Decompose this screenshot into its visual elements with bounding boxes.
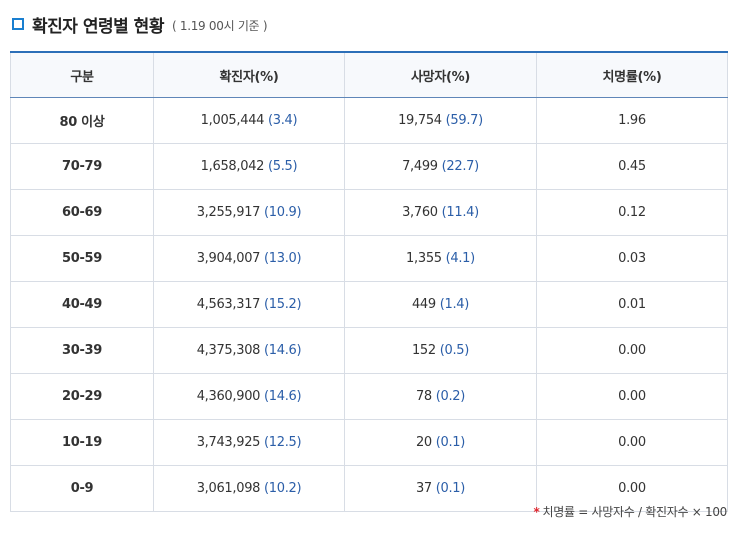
cases-percent: (13.0) [264,251,302,266]
deaths-percent: (11.4) [441,205,480,220]
deaths-cell: 3,760 (11.4) [344,189,537,236]
cases-percent: (5.5) [267,159,298,174]
cases-cell: 4,360,900 (14.6) [153,373,345,420]
fatality-rate-cell: 0.03 [536,235,728,282]
page-subtitle: ( 1.19 00시 기준 ) [171,18,268,33]
column-header-cases: 확진자(%) [153,51,345,98]
cases-percent: (10.2) [264,481,302,496]
deaths-value: 37 [415,481,432,496]
cases-cell: 3,061,098 (10.2) [153,465,345,512]
cases-value: 4,360,900 [196,389,261,404]
fatality-rate-cell: 1.96 [536,97,728,144]
deaths-percent: (59.7) [445,113,484,128]
cases-value: 4,375,308 [196,343,261,358]
deaths-cell: 449 (1.4) [344,281,537,328]
column-header-fatality-rate: 치명률(%) [536,51,728,98]
deaths-cell: 78 (0.2) [344,373,537,420]
cases-value: 4,563,317 [196,297,261,312]
cases-percent: (10.9) [264,205,302,220]
table-row: 0-9 3,061,098 (10.2) 37 (0.1) 0.00 [10,465,728,512]
age-group-cell: 60-69 [10,189,154,236]
deaths-percent: (0.5) [439,343,470,358]
fatality-rate-cell: 0.01 [536,281,728,328]
deaths-cell: 1,355 (4.1) [344,235,537,282]
footnote: * 치명률 = 사망자수 / 확진자수 × 100 [533,503,728,520]
table-row: 60-69 3,255,917 (10.9) 3,760 (11.4) 0.12 [10,189,728,236]
fatality-rate-cell: 0.00 [536,419,728,466]
age-group-cell: 0-9 [10,465,154,512]
deaths-percent: (1.4) [439,297,470,312]
deaths-value: 78 [415,389,432,404]
cases-cell: 3,743,925 (12.5) [153,419,345,466]
deaths-cell: 20 (0.1) [344,419,537,466]
page-title: 확진자 연령별 현황 [32,16,164,37]
cases-value: 3,061,098 [196,481,261,496]
table-row: 30-39 4,375,308 (14.6) 152 (0.5) 0.00 [10,327,728,374]
deaths-percent: (4.1) [445,251,476,266]
age-group-cell: 70-79 [10,143,154,190]
table-body: 80 이상 1,005,444 (3.4) 19,754 (59.7) 1.96 70-… [10,97,728,512]
age-group-cell: 50-59 [10,235,154,282]
cases-value: 1,658,042 [200,159,265,174]
table-header-row: 구분 확진자(%) 사망자(%) 치명률(%) [10,51,728,98]
section-header: 확진자 연령별 현황 ( 1.19 00시 기준 ) [12,12,268,37]
deaths-value: 7,499 [402,159,438,174]
deaths-value: 449 [411,297,436,312]
cases-percent: (14.6) [264,389,302,404]
deaths-value: 1,355 [406,251,442,266]
square-bullet-icon [12,18,24,30]
column-header-age: 구분 [10,51,154,98]
footnote-marker: * [533,505,540,519]
cases-percent: (14.6) [264,343,302,358]
deaths-value: 20 [415,435,432,450]
cases-value: 3,255,917 [196,205,261,220]
cases-cell: 3,904,007 (13.0) [153,235,345,282]
cases-percent: (15.2) [264,297,302,312]
fatality-rate-cell: 0.12 [536,189,728,236]
age-group-cell: 80 이상 [10,97,154,144]
deaths-cell: 152 (0.5) [344,327,537,374]
cases-percent: (12.5) [264,435,302,450]
age-group-cell: 20-29 [10,373,154,420]
cases-value: 1,005,444 [200,113,265,128]
fatality-rate-cell: 0.00 [536,465,728,512]
age-group-cell: 40-49 [10,281,154,328]
table-row: 70-79 1,658,042 (5.5) 7,499 (22.7) 0.45 [10,143,728,190]
table-row: 50-59 3,904,007 (13.0) 1,355 (4.1) 0.03 [10,235,728,282]
fatality-rate-cell: 0.45 [536,143,728,190]
table-row: 20-29 4,360,900 (14.6) 78 (0.2) 0.00 [10,373,728,420]
deaths-percent: (0.1) [435,435,466,450]
cases-cell: 4,375,308 (14.6) [153,327,345,374]
footnote-text: 치명률 = 사망자수 / 확진자수 × 100 [542,505,728,519]
cases-cell: 1,005,444 (3.4) [153,97,345,144]
deaths-value: 152 [411,343,436,358]
deaths-percent: (0.2) [435,389,466,404]
cases-percent: (3.4) [267,113,298,128]
fatality-rate-cell: 0.00 [536,373,728,420]
cases-cell: 3,255,917 (10.9) [153,189,345,236]
table-row: 40-49 4,563,317 (15.2) 449 (1.4) 0.01 [10,281,728,328]
deaths-cell: 7,499 (22.7) [344,143,537,190]
table-row: 80 이상 1,005,444 (3.4) 19,754 (59.7) 1.96 [10,97,728,144]
column-header-deaths: 사망자(%) [344,51,537,98]
deaths-percent: (0.1) [435,481,466,496]
deaths-value: 3,760 [402,205,438,220]
deaths-cell: 37 (0.1) [344,465,537,512]
table-row: 10-19 3,743,925 (12.5) 20 (0.1) 0.00 [10,419,728,466]
age-group-cell: 30-39 [10,327,154,374]
cases-value: 3,743,925 [196,435,261,450]
age-status-table: 구분 확진자(%) 사망자(%) 치명률(%) 80 이상 1,005,444 (… [10,51,728,512]
deaths-cell: 19,754 (59.7) [344,97,537,144]
cases-cell: 4,563,317 (15.2) [153,281,345,328]
cases-cell: 1,658,042 (5.5) [153,143,345,190]
deaths-value: 19,754 [398,113,442,128]
deaths-percent: (22.7) [441,159,480,174]
fatality-rate-cell: 0.00 [536,327,728,374]
age-group-cell: 10-19 [10,419,154,466]
cases-value: 3,904,007 [196,251,261,266]
